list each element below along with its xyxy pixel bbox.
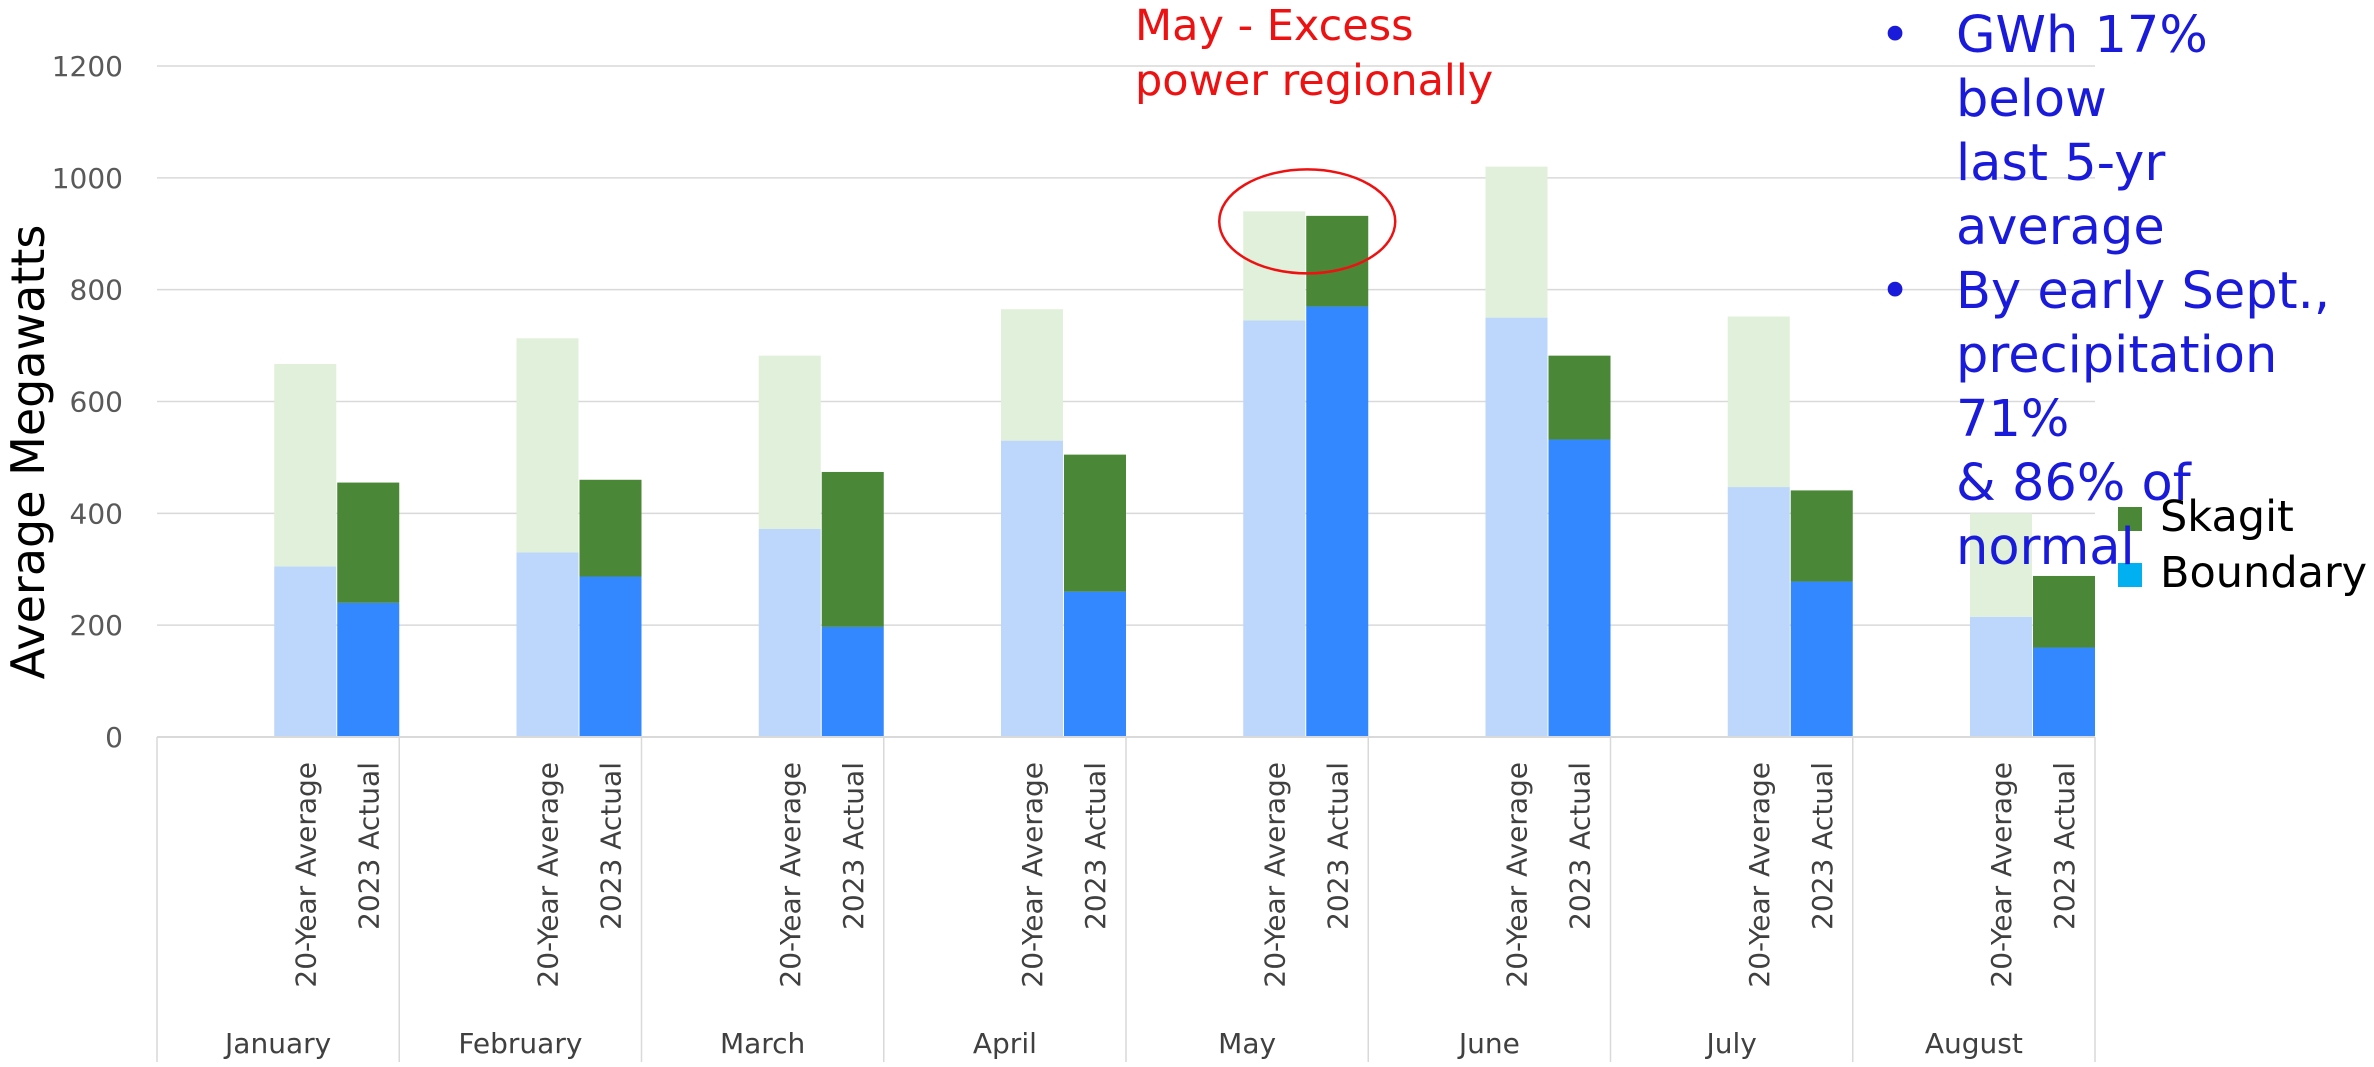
bar-boundary-average-march <box>758 528 821 737</box>
note-line: By early Sept., <box>1956 262 2331 321</box>
axes: 0 200 400 600 800 1000 1200 20-Year Average 2023… <box>52 50 2096 1062</box>
bar-category-label: 20-Year Average <box>1258 762 1291 988</box>
bar-boundary-average-april <box>1001 440 1063 737</box>
month-label: April <box>973 1027 1037 1060</box>
bar-boundary-actual-july <box>1790 581 1853 737</box>
bar-skagit-average-january <box>274 364 337 567</box>
bar-skagit-average-march <box>758 355 821 529</box>
bar-category-label: 20-Year Average <box>1743 762 1776 988</box>
bar-category-label: 2023 Actual <box>1079 762 1112 930</box>
y-tick-label: 1000 <box>52 162 123 195</box>
month-label: August <box>1925 1027 2023 1060</box>
bar-skagit-average-may <box>1243 211 1306 321</box>
bar-category-label: 2023 Actual <box>1564 762 1597 930</box>
bar-skagit-actual-february <box>579 479 642 577</box>
bar-boundary-average-august <box>1970 616 2032 737</box>
bar-boundary-average-june <box>1485 317 1548 737</box>
bar-category-label: 2023 Actual <box>1806 762 1839 930</box>
bar-skagit-actual-june <box>1548 355 1611 440</box>
bar-boundary-average-july <box>1727 487 1790 737</box>
bar-skagit-actual-april <box>1064 454 1126 592</box>
bar-boundary-actual-august <box>2033 647 2095 737</box>
note-line: last 5-yr average <box>1956 134 2166 257</box>
y-tick-label: 1200 <box>52 50 123 83</box>
note-line: GWh 17% below <box>1956 6 2208 129</box>
month-label: January <box>223 1027 331 1060</box>
bar-skagit-average-february <box>516 338 579 553</box>
annotation-line-2: power regionally <box>1135 56 1493 106</box>
bar-boundary-actual-may <box>1306 306 1369 737</box>
bar-skagit-actual-august <box>2033 575 2095 648</box>
bar-category-label: 20-Year Average <box>774 762 807 988</box>
bar-category-label: 2023 Actual <box>837 762 870 930</box>
may-annotation: May - Excess power regionally <box>1135 1 1493 275</box>
bar-category-label: 20-Year Average <box>1016 762 1049 988</box>
bar-skagit-actual-march <box>821 471 884 627</box>
y-tick-label: 800 <box>70 274 123 307</box>
bar-category-label: 20-Year Average <box>1985 762 2018 988</box>
bar-skagit-actual-january <box>337 482 400 603</box>
y-tick-label: 0 <box>105 721 123 754</box>
bar-category-label: 20-Year Average <box>532 762 565 988</box>
y-tick-label: 600 <box>70 386 123 419</box>
note-line: precipitation 71% <box>1956 326 2278 449</box>
annotation-line-1: May - Excess <box>1135 1 1414 51</box>
bar-boundary-actual-january <box>337 602 400 737</box>
bar-boundary-average-may <box>1243 320 1306 737</box>
note-item: By early Sept., precipitation 71% & 86% … <box>1870 260 2370 580</box>
month-label: March <box>720 1027 805 1060</box>
month-label: February <box>458 1027 582 1060</box>
notes-list: GWh 17% below last 5-yr average By early… <box>1870 4 2370 580</box>
bar-boundary-actual-february <box>579 576 642 737</box>
annotation-circle <box>1218 168 1397 275</box>
bar-skagit-average-july <box>1727 316 1790 488</box>
bar-category-label: 20-Year Average <box>289 762 322 988</box>
bar-boundary-average-february <box>516 552 579 737</box>
bar-boundary-actual-march <box>821 626 884 737</box>
note-line: & 86% of normal <box>1956 454 2191 577</box>
bar-skagit-actual-may <box>1306 215 1369 307</box>
month-label: July <box>1704 1027 1756 1060</box>
bar-boundary-average-january <box>274 566 337 737</box>
bar-skagit-average-june <box>1485 166 1548 318</box>
bar-category-label: 2023 Actual <box>595 762 628 930</box>
bar-category-label: 2023 Actual <box>1321 762 1354 930</box>
bar-boundary-actual-april <box>1064 591 1126 737</box>
month-label: June <box>1457 1027 1520 1060</box>
note-item: GWh 17% below last 5-yr average <box>1870 4 2370 260</box>
y-axis-title: Average Megawatts <box>1 225 55 680</box>
bar-category-label: 2023 Actual <box>2048 762 2081 930</box>
bar-boundary-actual-june <box>1548 439 1611 737</box>
bars <box>274 166 2095 737</box>
bar-skagit-actual-july <box>1790 490 1853 582</box>
y-tick-label: 200 <box>70 609 123 642</box>
bar-skagit-average-april <box>1001 309 1063 441</box>
bar-category-label: 2023 Actual <box>352 762 385 930</box>
y-tick-label: 400 <box>70 497 123 530</box>
bar-category-label: 20-Year Average <box>1501 762 1534 988</box>
month-label: May <box>1218 1027 1276 1060</box>
